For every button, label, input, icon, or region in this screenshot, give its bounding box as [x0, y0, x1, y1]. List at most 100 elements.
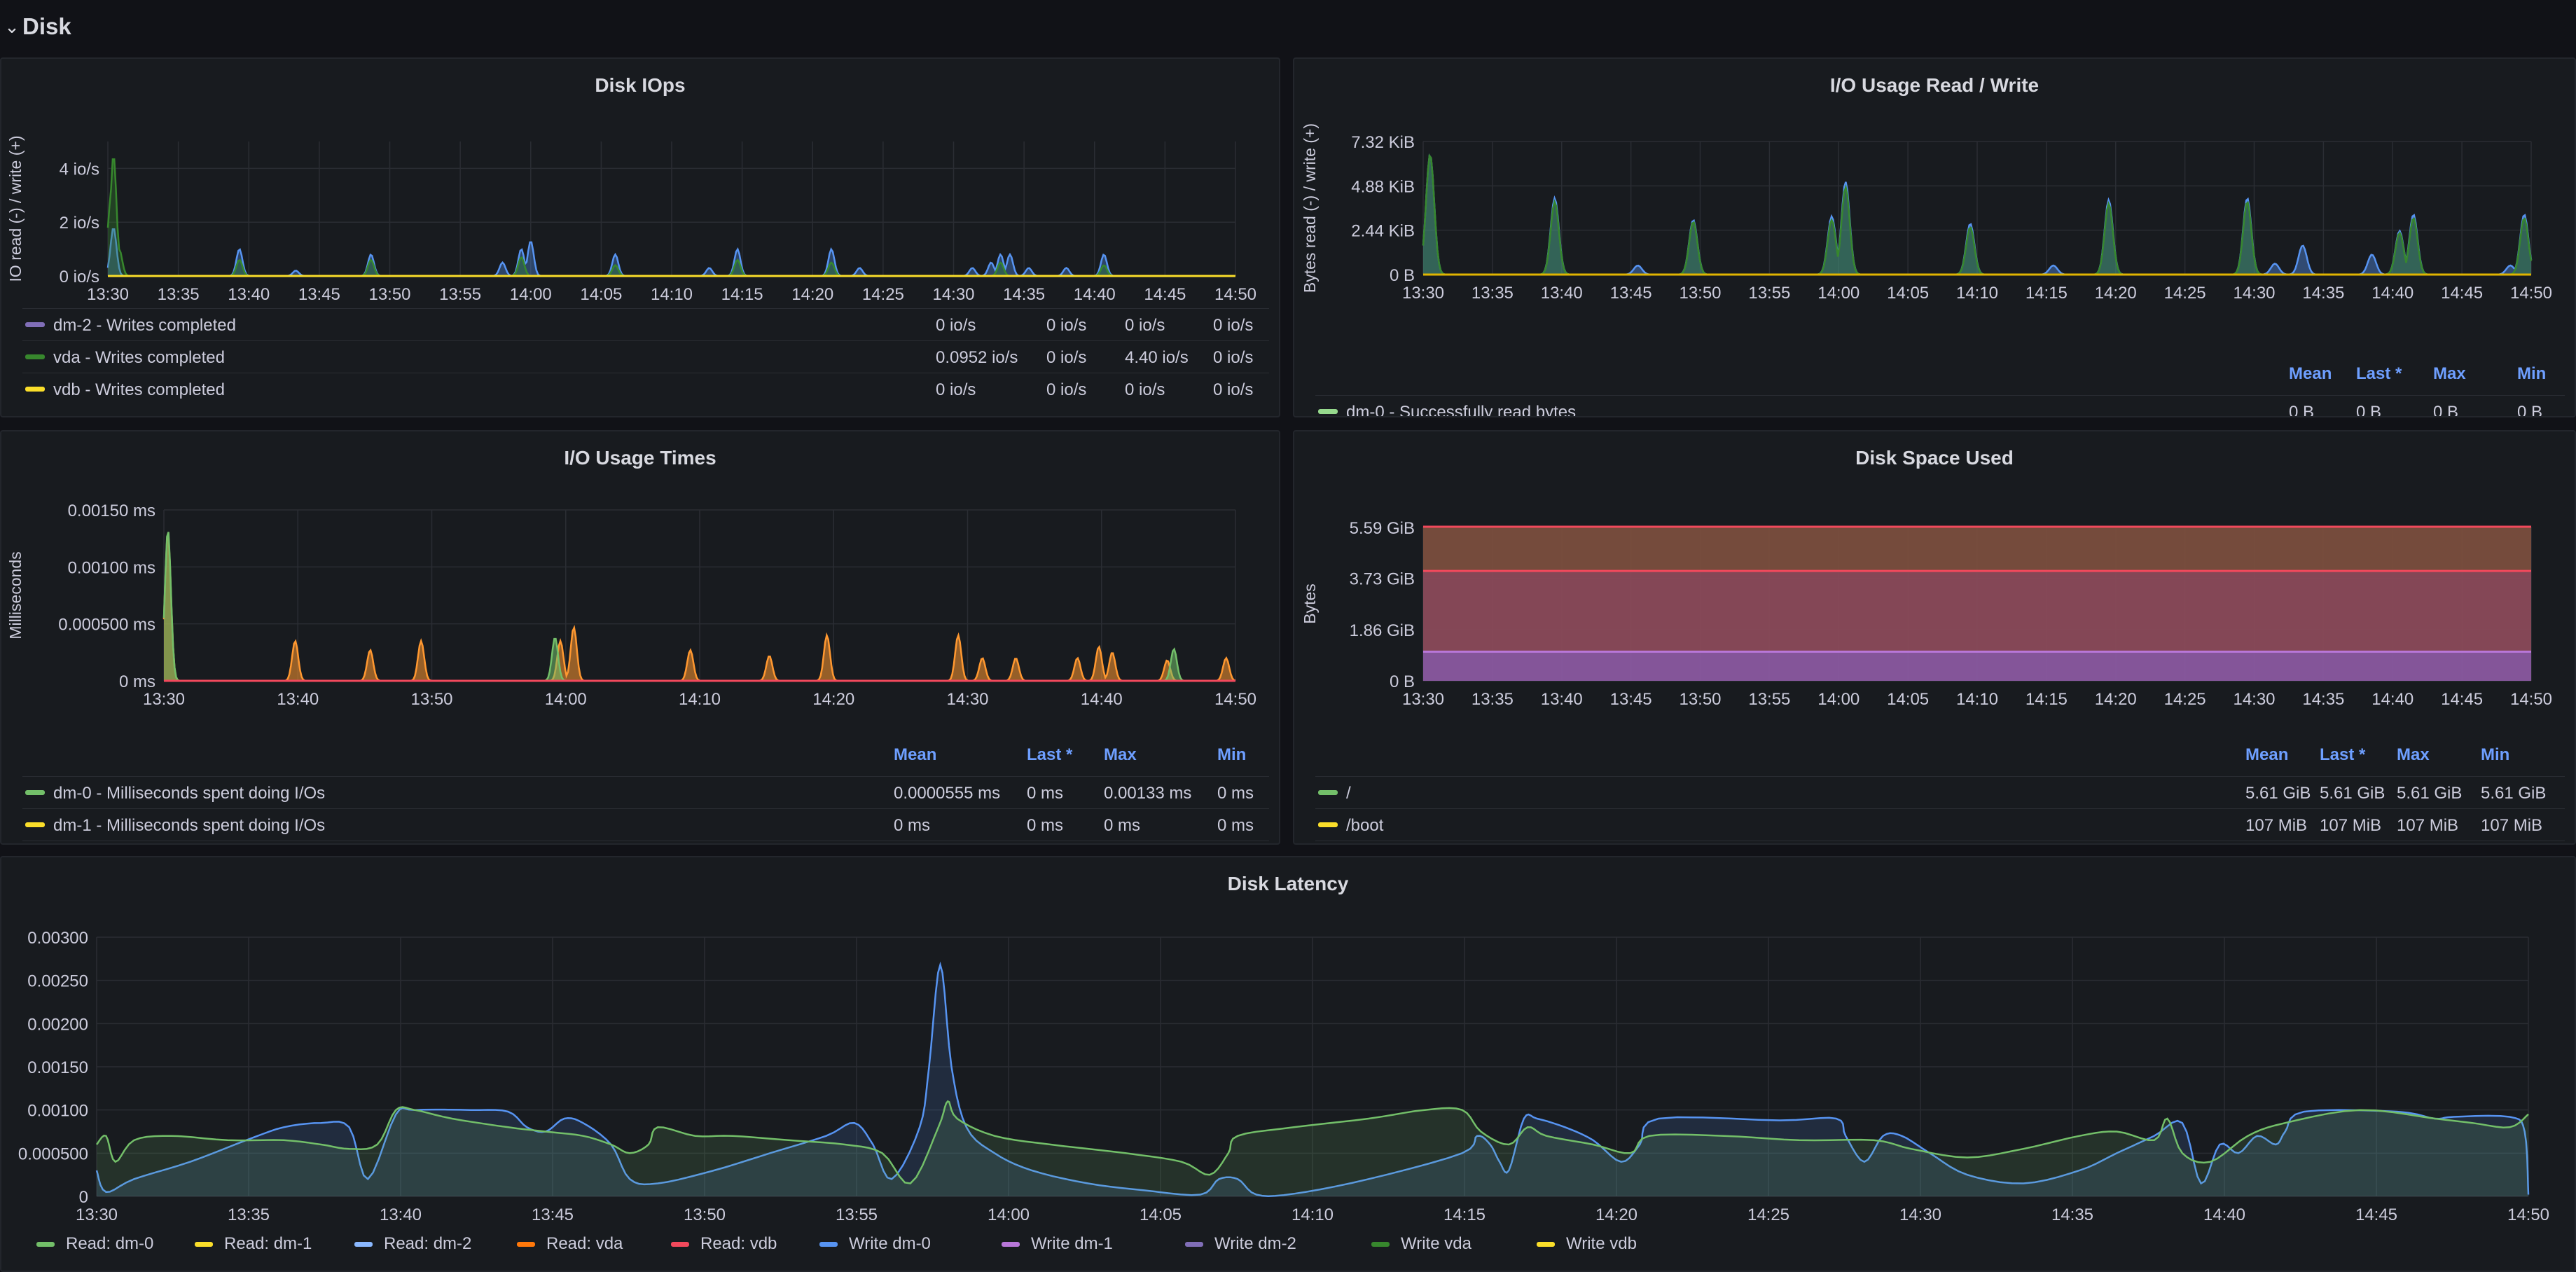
legend-row[interactable]: dm-0 - Successfully read bytes 0 B 0 B 0 B 0…: [1315, 395, 2565, 417]
legend-header-last[interactable]: Last *: [1027, 745, 1073, 764]
legend-swatch[interactable]: [517, 1242, 535, 1247]
legend-series-name[interactable]: dm-1 - Milliseconds spent doing I/Os: [53, 816, 326, 835]
legend-header-last[interactable]: Last *: [2320, 745, 2366, 764]
panel-title[interactable]: Disk IOps: [595, 74, 686, 96]
legend-series-name[interactable]: Read: dm-1: [224, 1234, 312, 1253]
legend-series-name[interactable]: Write dm-1: [1031, 1234, 1113, 1253]
legend-swatch[interactable]: [36, 1242, 55, 1247]
disk-iops-chart[interactable]: 0 io/s 2 io/s 4 io/s 13:30 13:35 13:40 13:45 13…: [1, 59, 1280, 311]
io-usage-rw-chart[interactable]: 0 B 2.44 KiB 4.88 KiB 7.32 KiB 13:30 13:35 13:…: [1294, 59, 2576, 367]
x-tick-label: 14:45: [1144, 285, 1186, 304]
y-axis-label: Bytes: [1301, 583, 1319, 624]
legend-series-name[interactable]: Write vda: [1401, 1234, 1471, 1253]
x-tick-label: 14:40: [1081, 690, 1123, 709]
legend-swatch[interactable]: [1537, 1242, 1555, 1247]
legend-series-name[interactable]: Write vdb: [1566, 1234, 1637, 1253]
legend-header-mean[interactable]: Mean: [2289, 364, 2332, 383]
legend-series-name[interactable]: Write dm-2: [1214, 1234, 1296, 1253]
legend-swatch[interactable]: [1002, 1242, 1020, 1247]
legend-series-name[interactable]: vda - Writes completed: [53, 348, 225, 367]
legend-series-name[interactable]: Write dm-0: [849, 1234, 931, 1253]
legend-series-name[interactable]: vdb - Writes completed: [53, 380, 225, 399]
x-tick-label: 13:45: [1610, 284, 1652, 303]
legend-row[interactable]: vdb - Writes completed 0 io/s 0 io/s 0 io/s…: [22, 373, 1269, 403]
legend-value: 0 io/s: [1213, 348, 1254, 367]
legend-header-mean[interactable]: Mean: [2245, 745, 2289, 764]
legend-series-name[interactable]: Read: dm-2: [384, 1234, 472, 1253]
legend-series-name[interactable]: dm-0 - Milliseconds spent doing I/Os: [53, 784, 326, 803]
x-tick-label: 14:00: [1817, 690, 1860, 709]
legend-swatch[interactable]: [25, 387, 45, 392]
legend-swatch[interactable]: [25, 354, 45, 359]
disk-latency-chart[interactable]: 0 0.000500 0.00100 0.00150 0.00200 0.00250 0.0…: [1, 857, 2576, 1236]
legend-series-name[interactable]: /boot: [1346, 816, 1384, 835]
legend-header-mean[interactable]: Mean: [894, 745, 937, 764]
legend-series-name[interactable]: Read: vda: [546, 1234, 623, 1253]
legend-swatch[interactable]: [1371, 1242, 1390, 1247]
legend-series-name[interactable]: Read: vdb: [700, 1234, 777, 1253]
x-tick-label: 13:35: [158, 285, 200, 304]
y-tick-label: 0.00300: [27, 929, 88, 948]
legend-row[interactable]: dm-2 - Writes completed 0 io/s 0 io/s 0 io/…: [22, 308, 1269, 339]
y-tick-label: 0 B: [1390, 672, 1415, 691]
row-header-disk[interactable]: ⌄ Disk: [0, 0, 2576, 53]
legend-row[interactable]: dm-0 - Milliseconds spent doing I/Os 0.00…: [22, 776, 1269, 807]
x-tick-label: 14:25: [2164, 690, 2206, 709]
legend-value: 107 MiB: [2245, 816, 2308, 835]
x-tick-label: 14:45: [2355, 1205, 2397, 1224]
panel-title[interactable]: Disk Space Used: [1855, 447, 2014, 469]
y-tick-label: 3.73 GiB: [1350, 570, 1415, 589]
legend-value: 0 io/s: [1046, 348, 1087, 367]
panel-disk-latency: Disk Latency 0 0.000500 0.00100 0.00150 0.00…: [0, 856, 2576, 1272]
x-tick-label: 14:40: [2371, 690, 2414, 709]
disk-space-used-chart[interactable]: 0 B 1.86 GiB 3.73 GiB 5.59 GiB 13:30 13:35 13:…: [1294, 431, 2576, 712]
axes: 0 B 2.44 KiB 4.88 KiB 7.32 KiB 13:30 13:35 13:…: [1301, 123, 2552, 303]
panel-title[interactable]: Disk Latency: [1227, 873, 1349, 894]
legend-row[interactable]: /boot 107 MiB 107 MiB 107 MiB 107 MiB: [1315, 808, 2565, 839]
legend-header-max[interactable]: Max: [2433, 364, 2466, 383]
x-tick-label: 13:50: [368, 285, 410, 304]
legend-header-min[interactable]: Min: [2517, 364, 2547, 383]
legend-swatch[interactable]: [671, 1242, 689, 1247]
legend-swatch[interactable]: [195, 1242, 213, 1247]
legend-swatch[interactable]: [25, 822, 45, 827]
legend-swatch[interactable]: [1318, 790, 1338, 795]
panel-title[interactable]: I/O Usage Read / Write: [1829, 74, 2040, 96]
legend-swatch[interactable]: [1185, 1242, 1203, 1247]
x-tick-label: 13:50: [684, 1205, 726, 1224]
legend-row[interactable]: / 5.61 GiB 5.61 GiB 5.61 GiB 5.61 GiB: [1315, 776, 2565, 807]
x-tick-label: 14:50: [1214, 285, 1256, 304]
legend-swatch[interactable]: [354, 1242, 373, 1247]
x-tick-label: 14:30: [2233, 690, 2275, 709]
legend-series-name[interactable]: dm-0 - Successfully read bytes: [1346, 403, 1577, 417]
legend-value: 0.0952 io/s: [936, 348, 1018, 367]
legend-header-min[interactable]: Min: [1217, 745, 1247, 764]
legend-swatch[interactable]: [1318, 822, 1338, 827]
legend-header-last[interactable]: Last *: [2356, 364, 2402, 383]
legend-header-max[interactable]: Max: [2397, 745, 2430, 764]
legend-value: 0 B: [2289, 403, 2315, 417]
chevron-down-icon[interactable]: ⌄: [4, 15, 20, 37]
x-tick-label: 13:55: [1748, 284, 1790, 303]
space-band-0: [1423, 527, 2531, 572]
legend-row[interactable]: dm-1 - Milliseconds spent doing I/Os 0 ms…: [22, 808, 1269, 839]
legend-header-max[interactable]: Max: [1104, 745, 1137, 764]
legend-row[interactable]: vda - Writes completed 0.0952 io/s 0 io/s 4…: [22, 340, 1269, 371]
legend-series-name[interactable]: /: [1346, 784, 1351, 803]
legend-row[interactable]: dm-2 - Milliseconds spent doing I/Os0 ms…: [22, 841, 1269, 843]
legend-value: 0 ms: [1217, 784, 1254, 803]
panel-title[interactable]: I/O Usage Times: [564, 447, 716, 469]
legend-swatch[interactable]: [25, 322, 45, 327]
legend-swatch[interactable]: [819, 1242, 838, 1247]
io-usage-times-chart[interactable]: 0 ms 0.000500 ms 0.00100 ms 0.00150 ms 13:30…: [1, 431, 1280, 712]
legend-swatch[interactable]: [25, 790, 45, 795]
legend-series-name[interactable]: Read: dm-0: [66, 1234, 154, 1253]
legend-value: 0 ms: [894, 816, 931, 835]
legend-series-name[interactable]: dm-2 - Writes completed: [53, 316, 236, 335]
y-tick-label: 2 io/s: [60, 214, 99, 233]
legend-value: 0 io/s: [936, 380, 976, 399]
legend-swatch[interactable]: [1318, 409, 1338, 414]
legend-header-min[interactable]: Min: [2481, 745, 2510, 764]
axes: 0 0.000500 0.00100 0.00150 0.00200 0.00250 0.0…: [18, 929, 2549, 1224]
